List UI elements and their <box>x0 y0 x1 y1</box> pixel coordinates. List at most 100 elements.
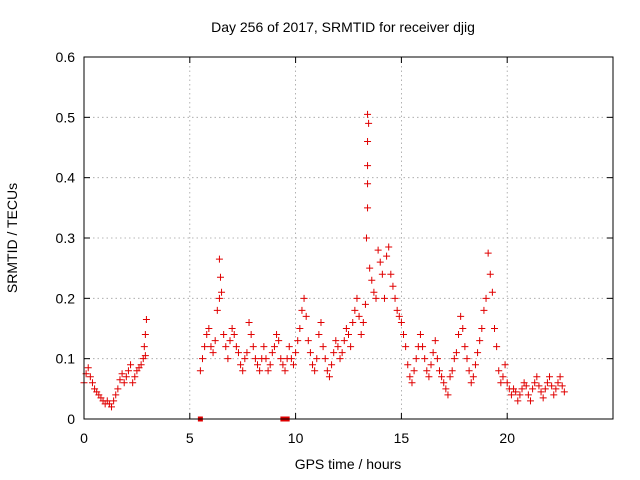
data-point <box>402 343 410 351</box>
data-point <box>501 361 509 369</box>
data-point <box>365 119 373 127</box>
data-point <box>368 276 376 284</box>
data-point <box>209 349 217 357</box>
data-point <box>478 325 486 332</box>
data-point <box>203 331 211 339</box>
data-point <box>268 349 276 357</box>
data-point <box>338 349 346 357</box>
data-point <box>406 373 414 381</box>
data-point <box>298 306 306 314</box>
data-point <box>476 337 484 345</box>
data-point <box>556 373 564 381</box>
data-point <box>140 343 148 351</box>
data-point <box>207 343 215 351</box>
data-point <box>342 325 350 332</box>
data-point <box>537 388 545 396</box>
y-tick-label: 0.4 <box>56 170 76 186</box>
data-point <box>467 379 475 387</box>
data-point <box>347 343 355 351</box>
data-point <box>461 343 469 351</box>
data-point <box>141 331 149 339</box>
data-point <box>357 331 365 339</box>
data-point <box>230 331 238 339</box>
data-point <box>480 306 488 314</box>
data-point <box>277 355 285 363</box>
data-point <box>364 180 372 188</box>
data-point <box>526 397 534 405</box>
data-point <box>205 325 213 332</box>
data-point <box>127 361 135 369</box>
data-point <box>334 343 342 351</box>
data-point <box>404 361 412 369</box>
data-point <box>486 270 494 278</box>
data-point <box>222 343 230 351</box>
data-point <box>488 288 496 296</box>
data-point <box>378 270 386 278</box>
data-point <box>311 367 319 375</box>
data-point <box>287 355 295 363</box>
data-point <box>503 379 511 387</box>
data-point <box>533 373 541 381</box>
data-point <box>122 373 130 381</box>
data-point <box>361 300 369 308</box>
data-point <box>317 318 325 326</box>
data-point <box>201 343 209 351</box>
x-axis-label: GPS time / hours <box>295 456 402 472</box>
data-point <box>198 355 206 363</box>
data-point <box>552 385 560 393</box>
data-point <box>262 355 270 363</box>
data-point <box>355 312 363 320</box>
data-point <box>241 355 249 363</box>
data-point <box>309 361 317 369</box>
data-point <box>353 294 361 302</box>
data-point <box>296 325 304 332</box>
data-point <box>349 318 357 326</box>
data-point <box>531 379 539 387</box>
axis-ticks: 0 0.1 0.2 0.3 0.4 0.5 0.6 0 5 10 15 20 <box>56 49 613 446</box>
data-point <box>313 355 321 363</box>
data-point <box>374 246 382 254</box>
data-point <box>427 361 435 369</box>
data-point <box>220 331 228 339</box>
data-point <box>256 367 264 375</box>
data-point <box>450 355 458 363</box>
data-point <box>270 343 278 351</box>
data-point <box>518 385 526 393</box>
data-point <box>260 343 268 351</box>
data-point <box>435 367 443 375</box>
data-point <box>366 264 374 272</box>
data-point <box>112 391 120 399</box>
grid <box>84 57 613 419</box>
plot-frame <box>83 56 614 420</box>
data-point <box>522 382 530 390</box>
x-tick-label: 0 <box>80 430 88 446</box>
data-point <box>215 294 223 302</box>
data-point <box>116 376 124 384</box>
data-point <box>482 294 490 302</box>
data-point <box>232 343 240 351</box>
data-point <box>234 349 242 357</box>
data-point <box>438 373 446 381</box>
data-point <box>558 382 566 390</box>
data-point <box>84 364 92 372</box>
data-point <box>512 388 520 396</box>
data-point <box>497 379 505 387</box>
data-point <box>560 388 568 396</box>
data-point <box>359 318 367 326</box>
data-point <box>306 349 314 357</box>
data-point <box>364 137 372 145</box>
data-point <box>507 391 515 399</box>
data-point <box>292 349 300 357</box>
data-point <box>216 273 224 281</box>
y-tick-label: 0.1 <box>56 351 76 367</box>
data-point <box>88 379 96 387</box>
y-axis-label: SRMTID / TECUs <box>4 183 20 293</box>
data-point <box>226 337 234 345</box>
data-point <box>416 331 424 339</box>
data-point <box>215 255 223 263</box>
data-point <box>421 355 429 363</box>
data-point <box>383 252 391 260</box>
data-point <box>239 367 247 375</box>
data-point <box>393 306 401 314</box>
